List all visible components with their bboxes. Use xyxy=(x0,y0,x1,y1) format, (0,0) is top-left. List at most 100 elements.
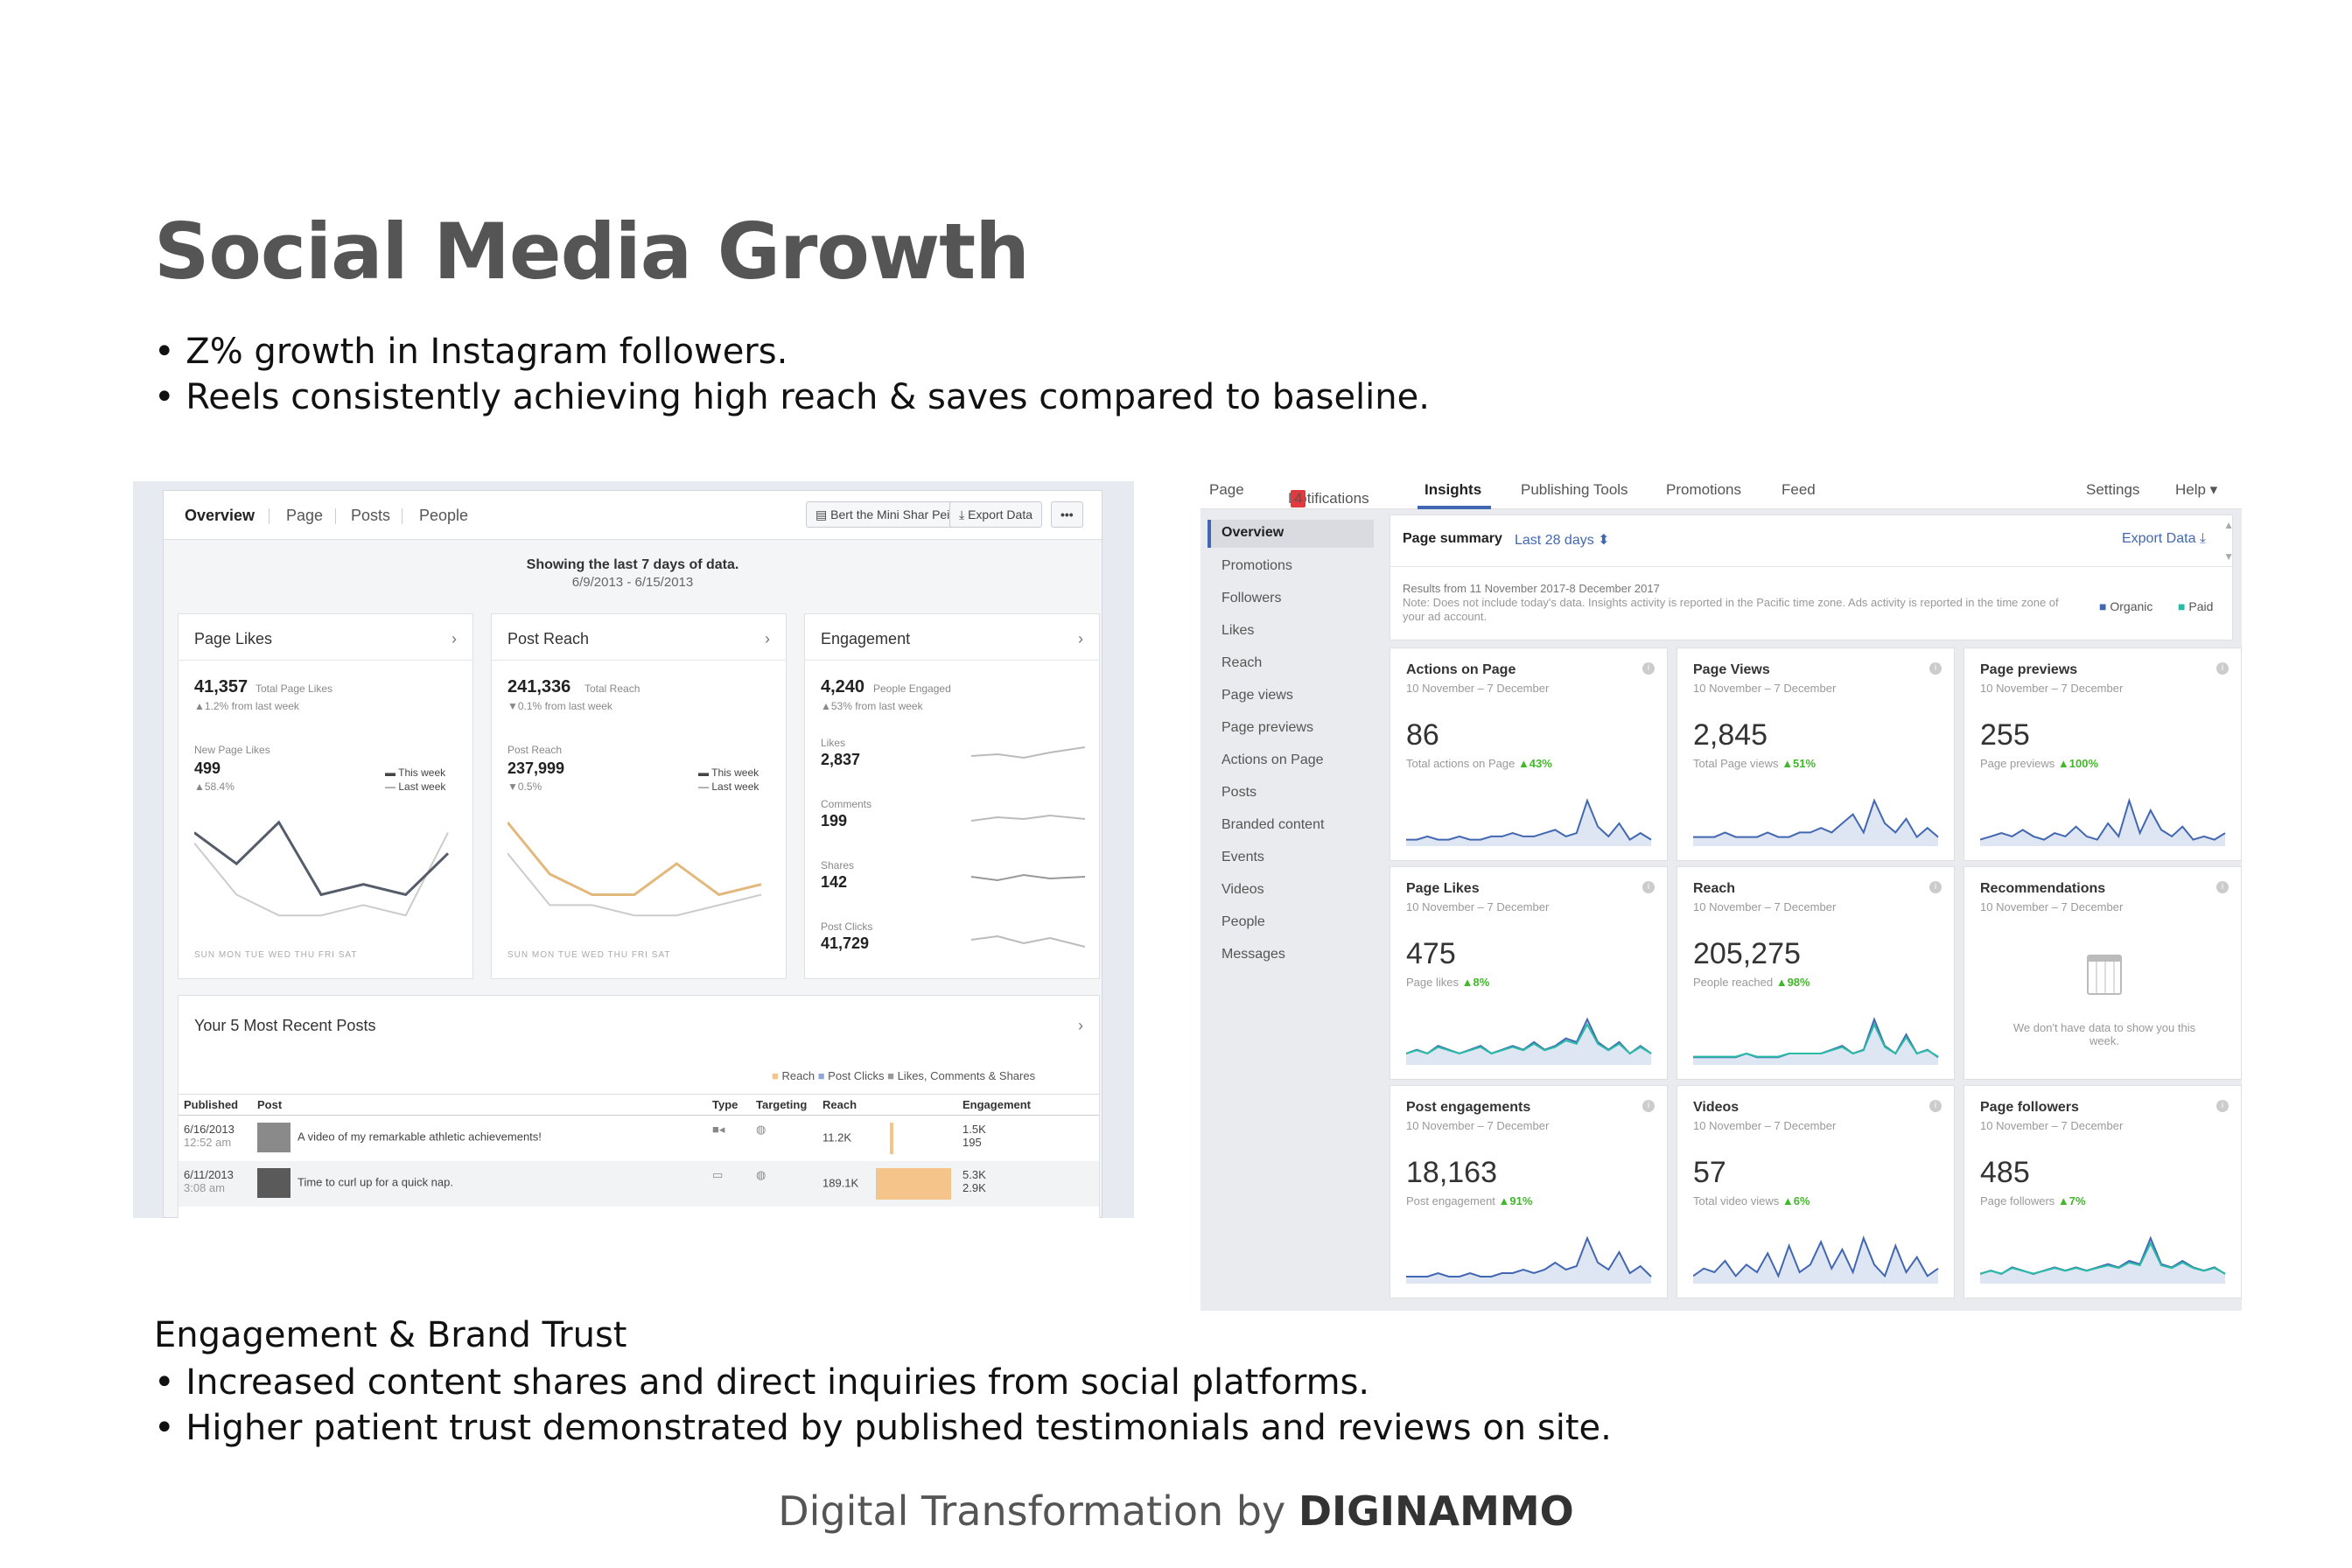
tile-value: 255 xyxy=(1980,718,2030,752)
tab-page[interactable]: Page xyxy=(286,507,324,524)
engagement-card[interactable]: Engagement › 4,240 People Engaged ▲53% f… xyxy=(804,613,1100,979)
tab-people[interactable]: People xyxy=(419,507,469,524)
metric-tile[interactable]: Page followers i 10 November – 7 December 4… xyxy=(1964,1085,2242,1298)
organic-swatch: ■ xyxy=(2099,599,2107,613)
summary-label: Page summary xyxy=(1403,531,1502,546)
metric-label: Post Clicks xyxy=(821,920,873,933)
nav-settings[interactable]: Settings xyxy=(2086,481,2140,498)
chevron-right-icon[interactable]: › xyxy=(765,630,770,648)
post-reach-card[interactable]: Post Reach › 241,336 Total Reach ▼0.1% f… xyxy=(491,613,787,979)
metric-tile[interactable]: Actions on Page i 10 November – 7 December… xyxy=(1390,648,1668,861)
export-data-button[interactable]: ⤓ Export Data xyxy=(949,501,1043,528)
table-row[interactable]: 6/16/2013 12:52 am A video of my remarkab… xyxy=(178,1116,1099,1162)
info-icon[interactable]: i xyxy=(2216,1100,2229,1112)
date-range: 6/9/2013 - 6/15/2013 xyxy=(571,575,694,590)
post-cell[interactable]: A video of my remarkable athletic achiev… xyxy=(252,1116,707,1162)
metric-tile[interactable]: Page Likes i 10 November – 7 December 475 Pa… xyxy=(1390,866,1668,1080)
info-icon[interactable]: i xyxy=(1642,881,1655,893)
tab-overview[interactable]: Overview xyxy=(185,507,256,524)
tile-sub-label: Page followers xyxy=(1980,1194,2055,1208)
more-button[interactable]: ••• xyxy=(1051,501,1083,528)
metric-value: 41,729 xyxy=(821,934,870,952)
chevron-right-icon[interactable]: › xyxy=(1078,1017,1083,1034)
nav-insights[interactable]: Insights xyxy=(1424,481,1482,498)
page-likes-card[interactable]: Page Likes › 41,357 Total Page Likes ▲1.… xyxy=(178,613,473,979)
sidebar-item-events[interactable]: Events xyxy=(1222,850,1264,864)
date-range-dropdown[interactable]: Last 28 days ⬍ xyxy=(1515,533,1610,548)
sub-value: 499 xyxy=(194,760,221,777)
page-selector-button[interactable]: ▤ Bert the Mini Shar Pei xyxy=(806,501,960,528)
sidebar-item-messages[interactable]: Messages xyxy=(1222,947,1285,962)
nav-publishing-tools[interactable]: Publishing Tools xyxy=(1521,481,1628,498)
legend-swatch-likes: ■ xyxy=(887,1069,894,1082)
post-text: A video of my remarkable athletic achiev… xyxy=(298,1130,542,1144)
total-value: 241,336 xyxy=(508,677,571,696)
metric-tile[interactable]: Recommendations i 10 November – 7 December… xyxy=(1964,866,2242,1080)
sidebar-item-reach[interactable]: Reach xyxy=(1222,655,1263,670)
export-data-link[interactable]: Export Data ⤓ xyxy=(2121,531,2206,546)
info-icon[interactable]: i xyxy=(1929,662,1942,675)
metric-tile[interactable]: Page previews i 10 November – 7 December 25… xyxy=(1964,648,2242,861)
sidebar-item-page-views[interactable]: Page views xyxy=(1222,688,1293,703)
info-icon[interactable]: i xyxy=(2216,662,2229,675)
summary-note: Note: Does not include today's data. Ins… xyxy=(1403,596,2059,623)
scroll-down-icon[interactable]: ▼ xyxy=(2223,550,2234,563)
slide-title: Social Media Growth xyxy=(154,206,1030,297)
nav-feed[interactable]: Feed xyxy=(1782,481,1816,498)
sidebar-item-posts[interactable]: Posts xyxy=(1222,785,1257,800)
sidebar-item-people[interactable]: People xyxy=(1222,914,1265,929)
published-cell: 6/11/2013 3:08 am xyxy=(178,1161,252,1207)
insights-main: Page summary Last 28 days ⬍ Export Data … xyxy=(1381,509,2242,1311)
info-icon[interactable]: i xyxy=(1642,662,1655,675)
sidebar-item-followers[interactable]: Followers xyxy=(1222,591,1282,606)
tile-date: 10 November – 7 December xyxy=(1980,900,2124,914)
info-icon[interactable]: i xyxy=(1929,881,1942,893)
metric-label: Likes xyxy=(821,737,846,749)
footer-prefix: Digital Transformation by xyxy=(778,1488,1298,1535)
sidebar-item-actions-on-page[interactable]: Actions on Page xyxy=(1222,752,1324,767)
tile-sub-label: Page likes xyxy=(1406,976,1459,989)
sidebar-item-videos[interactable]: Videos xyxy=(1222,882,1264,897)
nav-page[interactable]: Page xyxy=(1209,481,1244,498)
engagement-bullets: • Increased content shares and direct in… xyxy=(154,1360,1612,1451)
sub-value: 237,999 xyxy=(508,760,565,777)
nav-help[interactable]: Help ▾ xyxy=(2175,481,2218,498)
info-icon[interactable]: i xyxy=(2216,881,2229,893)
metric-value: 199 xyxy=(821,812,848,830)
chevron-right-icon[interactable]: › xyxy=(452,630,457,648)
tile-change: ▲43% xyxy=(1517,757,1552,770)
nav-promotions[interactable]: Promotions xyxy=(1666,481,1741,498)
sidebar-item-page-previews[interactable]: Page previews xyxy=(1222,720,1313,735)
chevron-right-icon[interactable]: › xyxy=(1078,630,1083,648)
tile-title: Post engagements xyxy=(1406,1100,1531,1115)
sparkline-area xyxy=(1406,801,1651,846)
sidebar-item-likes[interactable]: Likes xyxy=(1222,623,1255,638)
post-reach-chart xyxy=(508,821,762,917)
post-date: 6/11/2013 xyxy=(184,1168,234,1181)
facebook-insights-classic-screenshot: Overview Page Posts People ▤ Bert the Mi… xyxy=(133,481,1134,1218)
summary-divider xyxy=(1390,566,2232,567)
tile-date: 10 November – 7 December xyxy=(1406,1119,1550,1132)
metric-tile[interactable]: Post engagements i 10 November – 7 Decembe… xyxy=(1390,1085,1668,1298)
column-header: Published xyxy=(178,1094,252,1116)
tile-title: Reach xyxy=(1693,881,1736,896)
metric-tile[interactable]: Page Views i 10 November – 7 December 2,845… xyxy=(1676,648,1955,861)
sidebar-item-overview[interactable]: Overview xyxy=(1208,520,1374,548)
sidebar-item-promotions[interactable]: Promotions xyxy=(1222,558,1292,573)
post-cell[interactable]: Time to curl up for a quick nap. xyxy=(252,1161,707,1207)
tab-posts[interactable]: Posts xyxy=(351,507,391,524)
info-icon[interactable]: i xyxy=(1642,1100,1655,1112)
scroll-up-icon[interactable]: ▲ xyxy=(2223,519,2234,531)
table-row[interactable]: 6/11/2013 3:08 am Time to curl up for a q… xyxy=(178,1161,1099,1207)
metric-tile[interactable]: Reach i 10 November – 7 December 205,275 Peo… xyxy=(1676,866,1955,1080)
legend-last-week: — Last week xyxy=(698,780,760,793)
tile-sparkline xyxy=(1693,1236,1939,1284)
shares-sparkline xyxy=(971,873,1085,882)
sidebar-item-branded-content[interactable]: Branded content xyxy=(1222,817,1325,832)
tile-subtitle: Page likes ▲8% xyxy=(1406,976,1489,989)
last-week-line xyxy=(508,852,762,917)
metric-tile[interactable]: Videos i 10 November – 7 December 57 Total v… xyxy=(1676,1085,1955,1298)
info-icon[interactable]: i xyxy=(1929,1100,1942,1112)
post-date: 6/16/2013 xyxy=(184,1123,234,1136)
metric-value: 142 xyxy=(821,873,848,891)
